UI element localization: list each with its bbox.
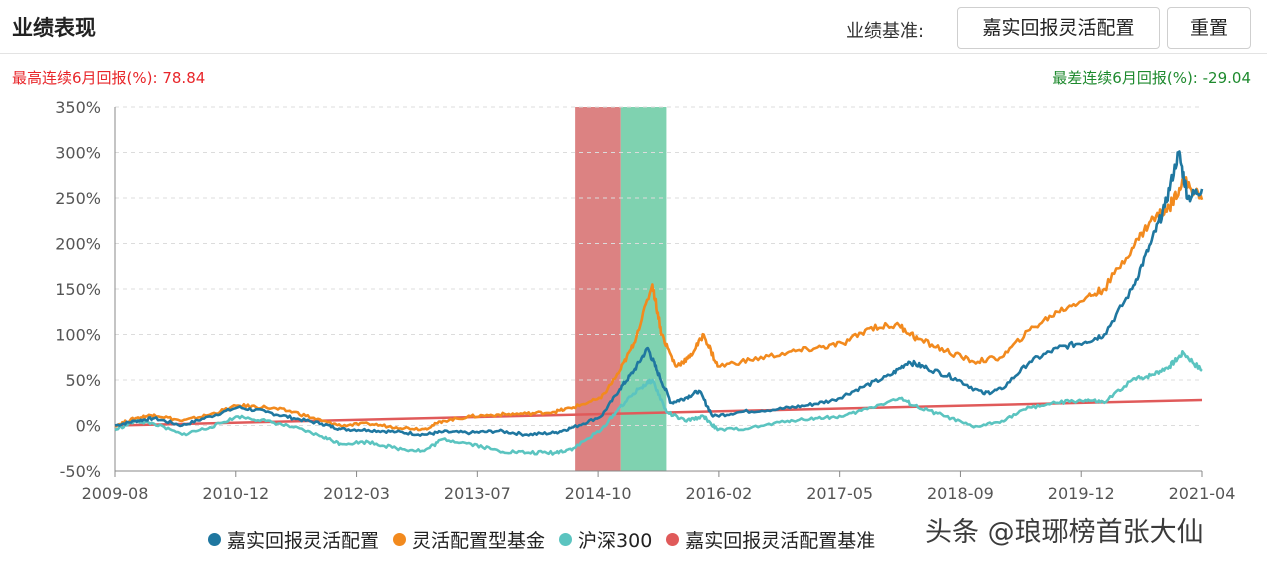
legend-label-category: 灵活配置型基金 [412,529,546,552]
min-return-value: -29.04 [1202,69,1251,87]
legend-dot-benchmark [666,532,680,546]
y-tick-label: 250% [55,189,101,208]
y-tick-label: 150% [55,280,101,299]
header: 业绩表现 业绩基准: 嘉实回报灵活配置 重置 [0,0,1267,54]
page-title: 业绩表现 [12,16,96,40]
x-tick-label: 2012-03 [323,484,390,503]
legend-item-category[interactable]: 灵活配置型基金 [393,526,545,553]
x-tick-label: 2018-09 [927,484,994,503]
series-line-category[interactable] [114,176,1204,432]
y-tick-label: 50% [65,371,101,390]
x-tick-label: 2014-10 [565,484,632,503]
max-return-label: 最高连续6月回报(%): [12,69,158,87]
reset-button[interactable]: 重置 [1167,7,1251,49]
y-tick-label: 350% [55,98,101,117]
legend-dot-category [393,532,407,546]
series-line-hs300[interactable] [114,350,1203,456]
max-return-stat: 最高连续6月回报(%): 78.84 [12,67,205,88]
chart-legend: 嘉实回报灵活配置 灵活配置型基金 沪深300 嘉实回报灵活配置基准 [208,524,875,554]
min-return-stat: 最差连续6月回报(%): -29.04 [1052,67,1251,88]
y-tick-label: -50% [60,462,101,481]
legend-label-benchmark: 嘉实回报灵活配置基准 [685,529,876,552]
x-tick-label: 2016-02 [685,484,752,503]
y-tick-label: 0% [76,417,101,436]
max-return-value: 78.84 [162,69,206,87]
watermark: 头条 @琅琊榜首张大仙 [925,517,1204,548]
x-tick-label: 2009-08 [82,484,149,503]
y-tick-label: 300% [55,144,101,163]
legend-item-benchmark[interactable]: 嘉实回报灵活配置基准 [666,526,875,553]
min-return-label: 最差连续6月回报(%): [1052,69,1198,87]
y-tick-label: 100% [55,326,101,345]
x-tick-label: 2017-05 [806,484,873,503]
legend-item-fund[interactable]: 嘉实回报灵活配置 [208,526,379,553]
series-line-benchmark[interactable] [114,398,1203,427]
legend-label-hs300: 沪深300 [578,529,653,552]
x-tick-label: 2013-07 [444,484,511,503]
legend-dot-hs300 [559,532,573,546]
x-tick-label: 2019-12 [1048,484,1115,503]
benchmark-select-button[interactable]: 嘉实回报灵活配置 [957,7,1160,49]
legend-dot-fund [208,532,221,546]
legend-label-fund: 嘉实回报灵活配置 [227,529,380,552]
x-tick-label: 2010-12 [202,484,269,503]
benchmark-label: 业绩基准: [846,21,925,42]
x-tick-label: 2021-04 [1169,484,1236,503]
legend-item-hs300[interactable]: 沪深300 [559,526,652,553]
series-line-fund[interactable] [114,150,1204,437]
y-tick-label: 200% [55,235,101,254]
